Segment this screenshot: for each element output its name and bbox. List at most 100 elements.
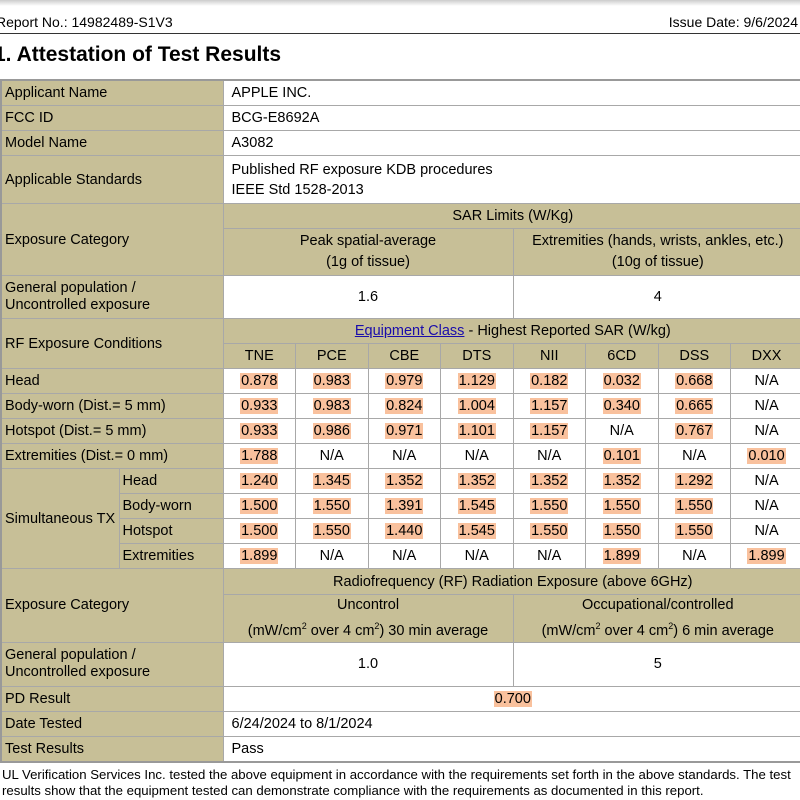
pd-limit-controlled: 5 bbox=[512, 641, 800, 687]
sar-cell: 0.101 bbox=[585, 443, 659, 469]
sar-cell: 1.550 bbox=[295, 493, 369, 519]
model-value: A3082 bbox=[222, 130, 800, 156]
sar-value: 0.340 bbox=[602, 398, 641, 414]
sar-value: 1.550 bbox=[530, 523, 569, 539]
sar-cell: 0.933 bbox=[222, 418, 297, 444]
col-header: Extremities (hands, wrists, ankles, etc.… bbox=[532, 233, 784, 249]
standards-label: Applicable Standards bbox=[0, 155, 224, 204]
applicant-value: APPLE INC. bbox=[222, 79, 800, 106]
sar-value: 1.352 bbox=[530, 473, 569, 489]
sar-value: 0.101 bbox=[602, 448, 641, 464]
sar-cell: 1.550 bbox=[657, 518, 732, 544]
sar-cell: 1.550 bbox=[512, 493, 587, 519]
sar-value: N/A bbox=[682, 448, 707, 464]
column-header-cbe: CBE bbox=[367, 343, 442, 369]
sar-cell: 1.292 bbox=[657, 468, 732, 494]
sar-cell: N/A bbox=[512, 443, 587, 469]
column-header-dxx: DXX bbox=[730, 343, 800, 369]
sar-cell: 0.933 bbox=[222, 393, 297, 419]
sar-cell: 0.010 bbox=[730, 443, 800, 469]
attestation-table: Applicant Name APPLE INC. FCC ID BCG-E8692… bbox=[0, 79, 800, 763]
sar-cell: 1.899 bbox=[222, 543, 297, 569]
section-title: 1. Attestation of Test Results bbox=[0, 43, 282, 66]
row-label: Extremities bbox=[118, 543, 224, 569]
row-label: Body-worn (Dist.= 5 mm) bbox=[0, 393, 224, 419]
sar-cell: 1.899 bbox=[730, 543, 800, 569]
sar-value: 1.899 bbox=[240, 548, 279, 564]
applicant-label: Applicant Name bbox=[0, 79, 224, 106]
sar-cell: 1.352 bbox=[585, 468, 659, 494]
model-label: Model Name bbox=[0, 130, 224, 156]
sar-cell: 0.971 bbox=[367, 418, 442, 444]
sar-value: 1.545 bbox=[457, 498, 496, 514]
sar-value: 1.352 bbox=[457, 473, 496, 489]
row-label: Extremities (Dist.= 0 mm) bbox=[0, 443, 224, 469]
sar-value: 1.391 bbox=[385, 498, 424, 514]
sar-value: 0.983 bbox=[312, 373, 351, 389]
sar-value: 1.352 bbox=[602, 473, 641, 489]
results-label: Test Results bbox=[0, 735, 224, 763]
sar-cell: N/A bbox=[585, 418, 659, 444]
row-label: Hotspot (Dist.= 5 mm) bbox=[0, 418, 224, 444]
sar-cell: 1.157 bbox=[512, 393, 587, 419]
sar-value: 1.500 bbox=[240, 523, 279, 539]
sar-value: 0.979 bbox=[385, 373, 424, 389]
sar-results-title: - Highest Reported SAR (W/kg) bbox=[464, 323, 671, 339]
sar-cell: N/A bbox=[440, 443, 514, 469]
sar-value: N/A bbox=[754, 473, 779, 489]
sar-value: N/A bbox=[464, 548, 489, 564]
sar-value: N/A bbox=[392, 548, 417, 564]
sar-value: 0.032 bbox=[602, 373, 641, 389]
sar-cell: N/A bbox=[730, 518, 800, 544]
sar-value: 0.933 bbox=[240, 398, 279, 414]
table-row: Head 0.878 0.983 0.979 1.129 0.182 0.032 0.668 N… bbox=[0, 368, 800, 394]
sar-value: N/A bbox=[537, 548, 562, 564]
pd-title: Radiofrequency (RF) Radiation Exposure (… bbox=[222, 568, 800, 595]
col-header: (1g of tissue) bbox=[326, 254, 410, 270]
pd-limit-uncontrolled: 1.0 bbox=[222, 641, 514, 687]
sar-cell: N/A bbox=[440, 543, 514, 569]
fcc-value: BCG-E8692A bbox=[222, 105, 800, 131]
sar-value: 0.986 bbox=[312, 423, 351, 439]
sar-cell: 0.182 bbox=[512, 368, 587, 394]
sar-cell: N/A bbox=[295, 443, 369, 469]
sar-cell: 1.352 bbox=[367, 468, 442, 494]
sar-limits-title: SAR Limits (W/Kg) bbox=[222, 203, 800, 229]
sar-cell: 1.440 bbox=[367, 518, 442, 544]
sar-cell: 1.545 bbox=[440, 493, 514, 519]
page-header: Report No.: 14982489-S1V3 Issue Date: 9/… bbox=[0, 14, 800, 34]
sar-value: 1.240 bbox=[240, 473, 279, 489]
sar-value: 1.129 bbox=[457, 373, 496, 389]
sar-value: 0.878 bbox=[240, 373, 279, 389]
table-row: Hotspot 1.500 1.550 1.440 1.545 1.550 1.550 1.5… bbox=[1, 518, 800, 544]
sar-value: 1.004 bbox=[457, 398, 496, 414]
column-header-dts: DTS bbox=[440, 343, 514, 369]
column-header-6cd: 6CD bbox=[585, 343, 659, 369]
sar-cell: 0.979 bbox=[367, 368, 442, 394]
sar-cell: 0.824 bbox=[367, 393, 442, 419]
pd-result-label: PD Result bbox=[0, 685, 224, 712]
results-value: Pass bbox=[222, 735, 800, 763]
gp-label: Uncontrolled exposure bbox=[5, 664, 151, 681]
equipment-class-link[interactable]: Equipment Class bbox=[354, 323, 465, 339]
sar-value: 1.550 bbox=[312, 498, 351, 514]
sar-value: 1.292 bbox=[675, 473, 714, 489]
gp-label: General population / bbox=[5, 280, 136, 296]
date-value: 6/24/2024 to 8/1/2024 bbox=[222, 710, 800, 737]
sar-cell: 1.899 bbox=[585, 543, 659, 569]
table-row: Extremities (Dist.= 0 mm) 1.788 N/A N/A N/A N… bbox=[0, 443, 800, 469]
sar-value: 1.899 bbox=[747, 548, 786, 564]
sar-cell: N/A bbox=[657, 443, 732, 469]
sar-cell: 0.983 bbox=[295, 393, 369, 419]
sar-cell: 1.545 bbox=[440, 518, 514, 544]
row-label: Head bbox=[118, 468, 224, 494]
sar-value: N/A bbox=[392, 448, 417, 464]
sar-cell: 0.032 bbox=[585, 368, 659, 394]
date-label: Date Tested bbox=[0, 710, 224, 737]
sar-value: 1.157 bbox=[530, 398, 569, 414]
sar-value: 1.550 bbox=[675, 523, 714, 539]
sar-cell: 1.101 bbox=[440, 418, 514, 444]
page-top-shadow bbox=[0, 0, 800, 6]
sar-cell: 1.004 bbox=[440, 393, 514, 419]
sar-value: 0.767 bbox=[675, 423, 714, 439]
